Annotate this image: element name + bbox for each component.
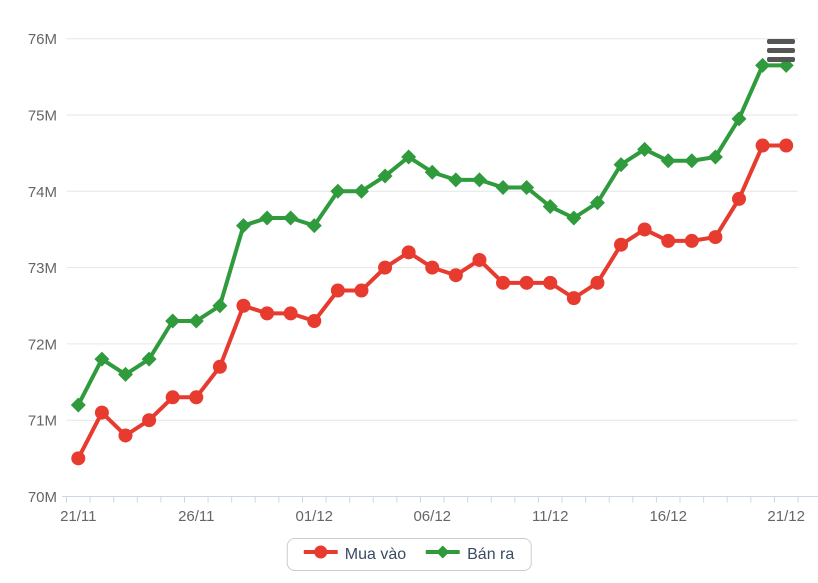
x-axis-tick-label: 21/11 [60, 508, 96, 525]
data-point-marker[interactable] [589, 195, 605, 211]
data-point-marker[interactable] [118, 428, 133, 443]
data-point-marker[interactable] [401, 245, 416, 260]
data-point-marker[interactable] [189, 390, 204, 405]
data-point-marker[interactable] [660, 153, 676, 169]
data-point-marker[interactable] [212, 359, 227, 374]
data-point-marker[interactable] [235, 218, 251, 234]
data-point-marker[interactable] [117, 366, 133, 382]
y-axis-tick-label: 70M [28, 489, 57, 506]
data-point-marker[interactable] [755, 138, 770, 153]
data-point-marker[interactable] [779, 138, 794, 153]
x-axis-tick-label: 16/12 [649, 508, 687, 525]
data-point-marker[interactable] [330, 283, 345, 298]
legend-label-ban-ra: Bán ra [467, 545, 515, 563]
data-point-marker[interactable] [425, 260, 440, 275]
y-axis-tick-label: 75M [28, 108, 57, 125]
data-point-marker[interactable] [661, 233, 676, 248]
x-axis-tick-label: 06/12 [413, 508, 451, 525]
x-axis-tick-label: 11/12 [532, 508, 568, 525]
data-point-marker[interactable] [496, 275, 511, 290]
data-point-marker[interactable] [377, 168, 393, 184]
data-point-marker[interactable] [471, 172, 487, 188]
data-point-marker[interactable] [71, 451, 86, 466]
data-point-marker[interactable] [378, 260, 393, 275]
x-axis-tick-label: 26/11 [178, 508, 214, 525]
series-ban-ra [70, 57, 794, 413]
data-point-marker[interactable] [566, 210, 582, 226]
data-point-marker[interactable] [543, 275, 558, 290]
data-point-marker[interactable] [236, 298, 251, 313]
data-point-marker[interactable] [306, 218, 322, 234]
data-point-marker[interactable] [448, 268, 463, 283]
data-point-marker[interactable] [70, 397, 86, 413]
data-point-marker[interactable] [283, 210, 299, 226]
data-point-marker[interactable] [542, 199, 558, 215]
data-point-marker[interactable] [472, 252, 487, 267]
data-point-marker[interactable] [732, 191, 747, 206]
y-axis-tick-label: 74M [28, 184, 57, 201]
x-axis-tick-label: 01/12 [295, 508, 333, 525]
data-point-marker[interactable] [708, 230, 723, 245]
legend-label-mua-vao: Mua vào [344, 545, 407, 563]
legend-item-ban-ra[interactable]: Bán ra [425, 544, 515, 565]
data-point-marker[interactable] [424, 164, 440, 180]
data-point-marker[interactable] [307, 314, 322, 329]
data-point-marker[interactable] [590, 275, 605, 290]
data-point-marker[interactable] [142, 413, 157, 428]
x-axis-tick-label: 21/12 [767, 508, 805, 525]
data-point-marker[interactable] [684, 233, 699, 248]
data-point-marker[interactable] [731, 111, 747, 127]
data-point-marker[interactable] [283, 306, 298, 321]
data-point-marker[interactable] [614, 237, 629, 252]
data-point-marker[interactable] [94, 351, 110, 367]
data-point-marker[interactable] [448, 172, 464, 188]
data-point-marker[interactable] [353, 183, 369, 199]
series-line [76, 143, 789, 461]
data-point-marker[interactable] [613, 157, 629, 173]
y-axis-tick-label: 72M [28, 336, 57, 353]
y-axis-tick-label: 76M [28, 31, 57, 48]
data-point-marker[interactable] [141, 351, 157, 367]
buy-series-circle-icon [302, 544, 339, 565]
sell-series-diamond-icon [425, 544, 462, 565]
y-axis-tick-label: 71M [28, 413, 57, 430]
data-point-marker[interactable] [755, 57, 771, 73]
data-point-marker[interactable] [495, 179, 511, 195]
data-point-marker[interactable] [519, 179, 535, 195]
data-point-marker[interactable] [519, 275, 534, 290]
data-point-marker[interactable] [401, 149, 417, 165]
data-point-marker[interactable] [637, 141, 653, 157]
data-point-marker[interactable] [637, 222, 652, 237]
data-point-marker[interactable] [566, 291, 581, 306]
data-point-marker[interactable] [330, 183, 346, 199]
data-point-marker[interactable] [684, 153, 700, 169]
data-point-marker[interactable] [165, 390, 180, 405]
data-point-marker[interactable] [707, 149, 723, 165]
data-point-marker[interactable] [165, 313, 181, 329]
data-point-marker[interactable] [212, 298, 228, 314]
chart-context-menu-button[interactable] [767, 36, 797, 65]
data-point-marker[interactable] [259, 210, 275, 226]
data-point-marker[interactable] [354, 283, 369, 298]
data-point-marker[interactable] [260, 306, 275, 321]
data-point-marker[interactable] [94, 405, 109, 420]
series-mua-vao [71, 138, 794, 466]
y-axis-tick-label: 73M [28, 260, 57, 277]
series-line [76, 63, 789, 407]
chart-legend: Mua vào Bán ra [286, 538, 532, 571]
data-point-marker[interactable] [188, 313, 204, 329]
legend-item-mua-vao[interactable]: Mua vào [302, 544, 407, 565]
